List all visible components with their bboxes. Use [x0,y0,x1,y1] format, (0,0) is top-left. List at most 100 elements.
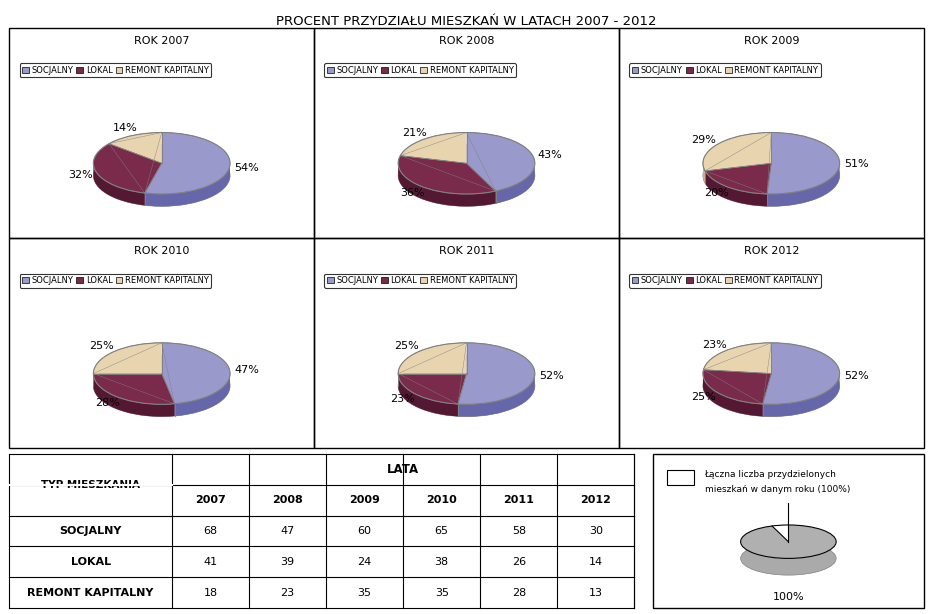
Polygon shape [109,133,161,163]
Text: 2008: 2008 [272,495,303,505]
Polygon shape [741,525,836,558]
Ellipse shape [398,355,535,417]
Legend: SOCJALNY, LOKAL, REMONT KAPITALNY: SOCJALNY, LOKAL, REMONT KAPITALNY [20,63,211,77]
Polygon shape [398,373,458,416]
Polygon shape [703,374,762,416]
Polygon shape [145,165,230,206]
Text: 38: 38 [435,557,449,567]
Text: 14: 14 [589,557,603,567]
Text: 47: 47 [281,526,295,536]
Text: 28: 28 [511,588,526,597]
Text: 25%: 25% [691,392,717,402]
Text: ROK 2010: ROK 2010 [134,246,189,256]
Polygon shape [398,164,495,206]
Text: 2009: 2009 [349,495,380,505]
Text: 21%: 21% [402,128,426,138]
Text: 18: 18 [203,588,217,597]
Text: Łączna liczba przydzielonych: Łączna liczba przydzielonych [704,470,836,479]
Polygon shape [398,343,466,373]
Polygon shape [741,525,836,558]
Ellipse shape [398,145,535,206]
Text: 2011: 2011 [504,495,535,505]
Text: 25%: 25% [394,341,419,351]
Text: ROK 2011: ROK 2011 [439,246,494,256]
Text: 23%: 23% [703,340,727,350]
Text: 41: 41 [203,557,217,567]
Text: 58: 58 [511,526,526,536]
Polygon shape [458,375,535,417]
Text: SOCJALNY: SOCJALNY [60,526,122,536]
Polygon shape [400,133,466,163]
Text: 2010: 2010 [426,495,457,505]
Text: 2012: 2012 [580,495,611,505]
Text: 35: 35 [435,588,449,597]
Text: 28%: 28% [95,398,119,408]
Text: ROK 2007: ROK 2007 [134,36,189,46]
Text: 54%: 54% [234,163,258,173]
Polygon shape [703,370,772,404]
Legend: SOCJALNY, LOKAL, REMONT KAPITALNY: SOCJALNY, LOKAL, REMONT KAPITALNY [20,274,211,287]
Text: 25%: 25% [89,341,114,351]
Text: 47%: 47% [234,365,259,375]
Text: 52%: 52% [539,371,564,381]
Legend: SOCJALNY, LOKAL, REMONT KAPITALNY: SOCJALNY, LOKAL, REMONT KAPITALNY [629,274,821,287]
Polygon shape [93,343,161,373]
Text: 14%: 14% [113,123,138,133]
Text: 32%: 32% [68,170,93,180]
Text: LATA: LATA [387,463,419,476]
Text: 13: 13 [589,588,603,597]
Text: 35: 35 [357,588,371,597]
Polygon shape [705,171,767,206]
Text: 51%: 51% [844,160,869,169]
Text: 43%: 43% [537,150,563,160]
Legend: SOCJALNY, LOKAL, REMONT KAPITALNY: SOCJALNY, LOKAL, REMONT KAPITALNY [325,63,516,77]
Polygon shape [703,343,772,373]
Text: 23: 23 [281,588,295,597]
Text: 29%: 29% [691,134,717,145]
Text: 24: 24 [357,557,371,567]
Text: 52%: 52% [844,371,869,381]
Polygon shape [145,133,230,194]
Polygon shape [705,163,772,194]
Text: TYP MIESZKANIA: TYP MIESZKANIA [41,480,140,490]
Legend: SOCJALNY, LOKAL, REMONT KAPITALNY: SOCJALNY, LOKAL, REMONT KAPITALNY [629,63,821,77]
Text: 2007: 2007 [195,495,226,505]
Ellipse shape [93,145,230,206]
Bar [666,470,693,485]
Polygon shape [93,373,174,405]
Polygon shape [703,163,705,183]
Text: LOKAL: LOKAL [71,557,111,567]
Ellipse shape [703,145,840,206]
Polygon shape [495,165,535,203]
Text: 65: 65 [435,526,449,536]
Ellipse shape [741,542,836,575]
Text: mieszkań w danym roku (100%): mieszkań w danym roku (100%) [704,485,850,494]
Text: 30: 30 [589,526,603,536]
Text: 36%: 36% [399,188,425,198]
Polygon shape [762,375,840,417]
Text: 39: 39 [281,557,295,567]
Text: ROK 2009: ROK 2009 [744,36,799,46]
Text: 23%: 23% [390,394,415,404]
Text: ROK 2012: ROK 2012 [744,246,799,256]
Text: PROCENT PRZYDZIAŁU MIESZKAŃ W LATACH 2007 - 2012: PROCENT PRZYDZIAŁU MIESZKAŃ W LATACH 200… [276,15,657,28]
Polygon shape [93,144,161,193]
Polygon shape [767,133,840,194]
Polygon shape [93,373,174,417]
Polygon shape [398,155,495,194]
Text: REMONT KAPITALNY: REMONT KAPITALNY [27,588,154,597]
Text: ROK 2008: ROK 2008 [439,36,494,46]
Text: 100%: 100% [773,592,804,602]
Polygon shape [703,133,772,171]
Legend: SOCJALNY, LOKAL, REMONT KAPITALNY: SOCJALNY, LOKAL, REMONT KAPITALNY [325,274,516,287]
Polygon shape [161,343,230,404]
Polygon shape [93,164,145,205]
Polygon shape [767,163,840,206]
Polygon shape [762,343,840,404]
Polygon shape [174,375,230,416]
Ellipse shape [93,355,230,417]
Polygon shape [398,373,466,404]
Polygon shape [466,133,535,191]
Polygon shape [458,343,535,404]
Text: 60: 60 [357,526,371,536]
